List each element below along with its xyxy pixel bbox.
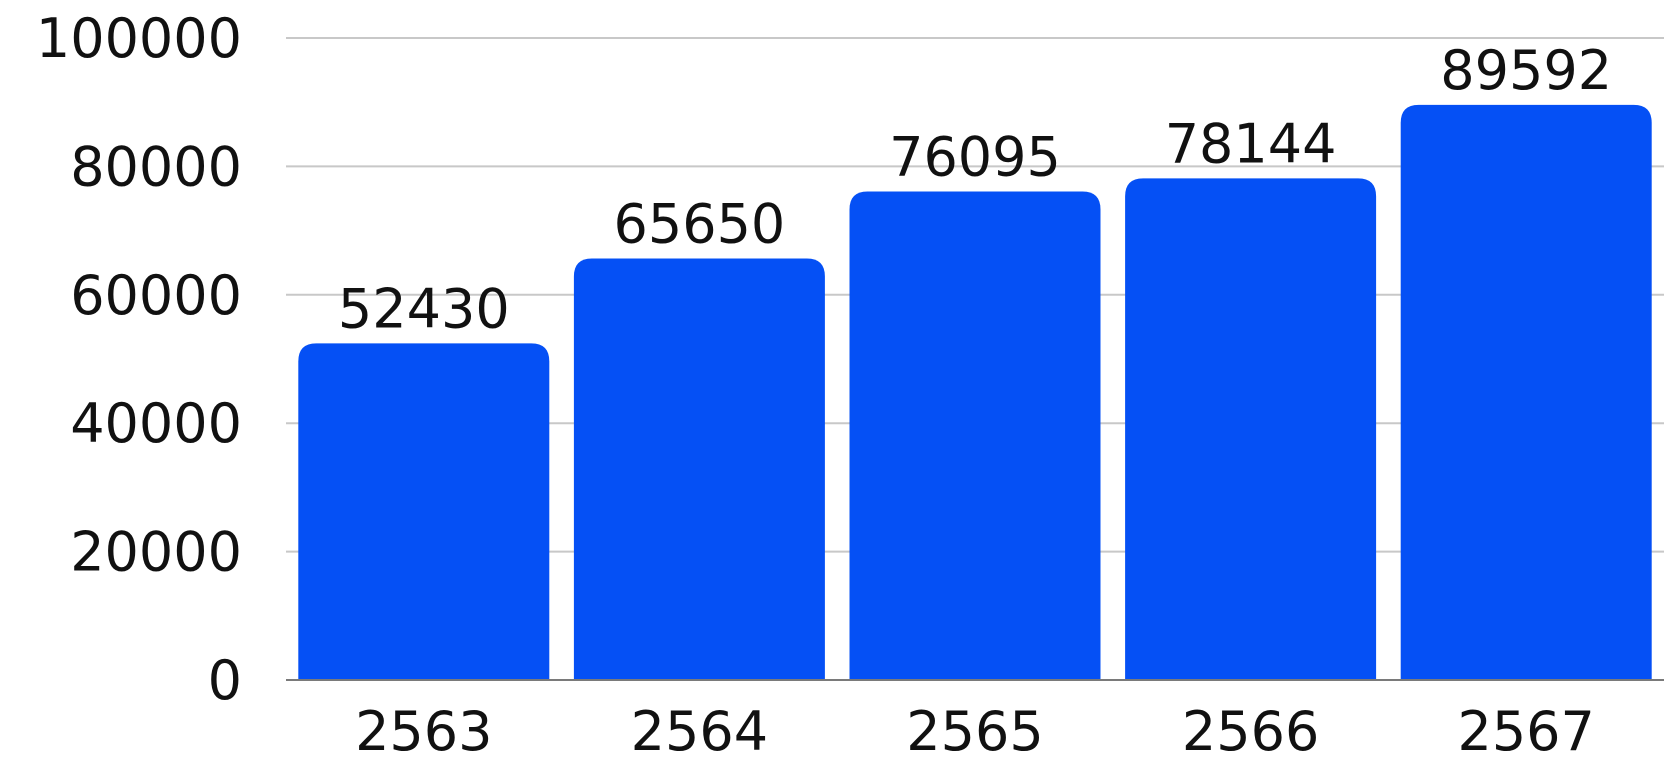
y-tick-label: 40000	[70, 392, 242, 455]
bar-2566	[1125, 178, 1377, 680]
x-tick-label-2567: 2567	[1457, 700, 1594, 762]
data-label-2564: 65650	[614, 193, 786, 256]
y-tick-label: 20000	[70, 521, 242, 584]
y-tick-label: 100000	[36, 7, 242, 70]
bar-2567	[1400, 104, 1652, 681]
y-tick-label: 60000	[70, 264, 242, 327]
x-tick-label-2563: 2563	[355, 700, 492, 762]
data-label-2566: 78144	[1165, 112, 1337, 175]
bar-2564	[573, 258, 825, 680]
bar-2565	[849, 191, 1101, 680]
x-axis-ticks: 2563 2564 2565 2566 2567	[355, 700, 1595, 762]
data-label-2567: 89592	[1440, 39, 1612, 102]
bar-2563	[298, 343, 550, 680]
data-label-2565: 76095	[889, 125, 1061, 188]
y-tick-label: 80000	[70, 135, 242, 198]
y-tick-label: 0	[208, 649, 242, 712]
x-tick-label-2566: 2566	[1182, 700, 1319, 762]
y-axis-ticks: 0 20000 40000 60000 80000 100000	[36, 7, 242, 712]
x-tick-label-2564: 2564	[631, 700, 768, 762]
bars	[298, 104, 1652, 681]
data-label-2563: 52430	[338, 277, 510, 340]
x-tick-label-2565: 2565	[906, 700, 1043, 762]
data-labels: 52430 65650 76095 78144 89592	[338, 39, 1612, 341]
